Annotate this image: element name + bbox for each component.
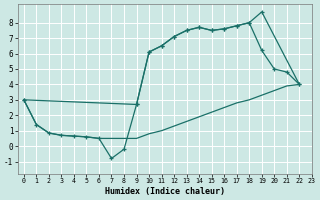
X-axis label: Humidex (Indice chaleur): Humidex (Indice chaleur) bbox=[105, 187, 225, 196]
